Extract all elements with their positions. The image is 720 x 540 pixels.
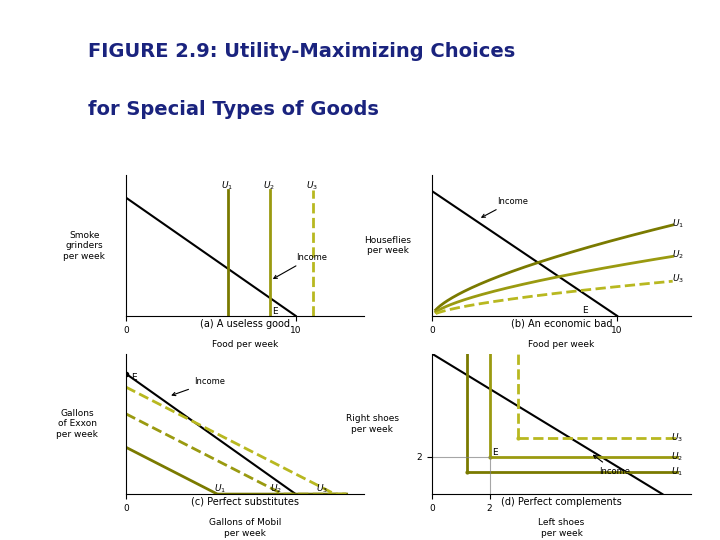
Y-axis label: Gallons
of Exxon
per week: Gallons of Exxon per week (56, 409, 99, 439)
Text: $U_1$: $U_1$ (215, 482, 226, 495)
Text: $U_2$: $U_2$ (672, 248, 683, 261)
Text: E: E (582, 306, 588, 315)
Text: for Special Types of Goods: for Special Types of Goods (88, 100, 379, 119)
X-axis label: Left shoes
per week: Left shoes per week (539, 518, 585, 538)
Text: $U_3$: $U_3$ (316, 482, 328, 495)
Text: $U_3$: $U_3$ (306, 180, 318, 192)
Text: 64: 64 (9, 509, 36, 528)
Y-axis label: Smoke
grinders
per week: Smoke grinders per week (63, 231, 105, 261)
Text: Income: Income (482, 197, 528, 217)
Text: $U_1$: $U_1$ (221, 180, 233, 192)
Text: $U_2$: $U_2$ (270, 482, 282, 495)
Text: E: E (272, 307, 278, 316)
Text: $U_2$: $U_2$ (264, 180, 276, 192)
Text: (a) A useless good: (a) A useless good (199, 319, 289, 329)
Text: $U_1$: $U_1$ (671, 465, 683, 478)
Text: (b) An economic bad: (b) An economic bad (511, 319, 612, 329)
Text: Income: Income (593, 455, 630, 476)
X-axis label: Food per week: Food per week (528, 340, 595, 349)
Y-axis label: Houseflies
per week: Houseflies per week (364, 236, 411, 255)
Text: FIGURE 2.9: Utility-Maximizing Choices: FIGURE 2.9: Utility-Maximizing Choices (88, 42, 516, 60)
Text: Income: Income (274, 253, 327, 279)
Y-axis label: Right shoes
per week: Right shoes per week (346, 414, 399, 434)
Text: $U_3$: $U_3$ (671, 431, 683, 444)
Text: E: E (131, 374, 137, 382)
X-axis label: Food per week: Food per week (212, 340, 278, 349)
Text: $U_3$: $U_3$ (672, 273, 684, 285)
Text: E: E (492, 448, 498, 457)
Text: (d) Perfect complements: (d) Perfect complements (501, 497, 622, 507)
X-axis label: Gallons of Mobil
per week: Gallons of Mobil per week (209, 518, 281, 538)
Text: $U_2$: $U_2$ (671, 450, 683, 463)
Text: Income: Income (172, 377, 225, 396)
Text: $U_1$: $U_1$ (672, 217, 684, 230)
Text: (c) Perfect substitutes: (c) Perfect substitutes (191, 497, 299, 507)
